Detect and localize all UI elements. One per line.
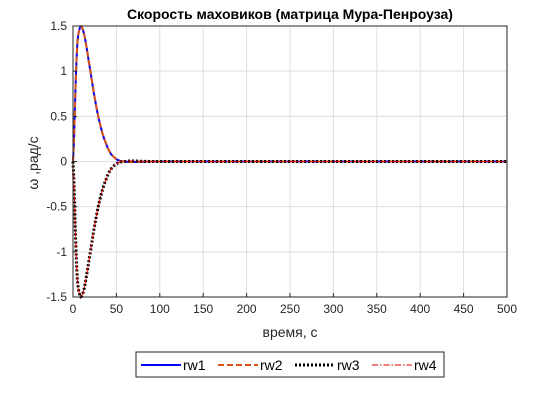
x-tick-label: 100 (150, 302, 170, 316)
x-tick-label: 400 (410, 302, 430, 316)
legend-label-rw2: rw2 (260, 357, 283, 373)
ticks: 0 50 100 150 200 250 300 350 400 450 500 -1.5 -1 -0.5… (46, 19, 517, 316)
legend-label-rw3: rw3 (337, 357, 360, 373)
legend-label-rw1: rw1 (183, 357, 206, 373)
x-tick-label: 450 (454, 302, 474, 316)
y-tick-label: 0 (60, 155, 67, 169)
y-tick-label: 0.5 (50, 109, 67, 123)
x-tick-label: 0 (70, 302, 77, 316)
y-tick-label: -1 (56, 245, 67, 259)
x-tick-label: 200 (237, 302, 257, 316)
legend: rw1 rw2 rw3 rw4 (135, 351, 445, 378)
x-tick-label: 150 (193, 302, 213, 316)
x-axis-label: время, с (263, 324, 318, 340)
chart-title: Скорость маховиков (матрица Мура-Пенроуз… (127, 6, 453, 22)
x-tick-label: 250 (280, 302, 300, 316)
x-tick-label: 50 (110, 302, 124, 316)
x-tick-label: 300 (323, 302, 343, 316)
x-tick-label: 350 (367, 302, 387, 316)
x-tick-label: 500 (497, 302, 517, 316)
y-tick-label: 1 (60, 64, 67, 78)
y-tick-label: -0.5 (46, 200, 67, 214)
y-tick-label: -1.5 (46, 290, 67, 304)
y-axis-label: ω ,рад/с (25, 136, 41, 189)
legend-label-rw4: rw4 (414, 357, 437, 373)
y-tick-label: 1.5 (50, 19, 67, 33)
